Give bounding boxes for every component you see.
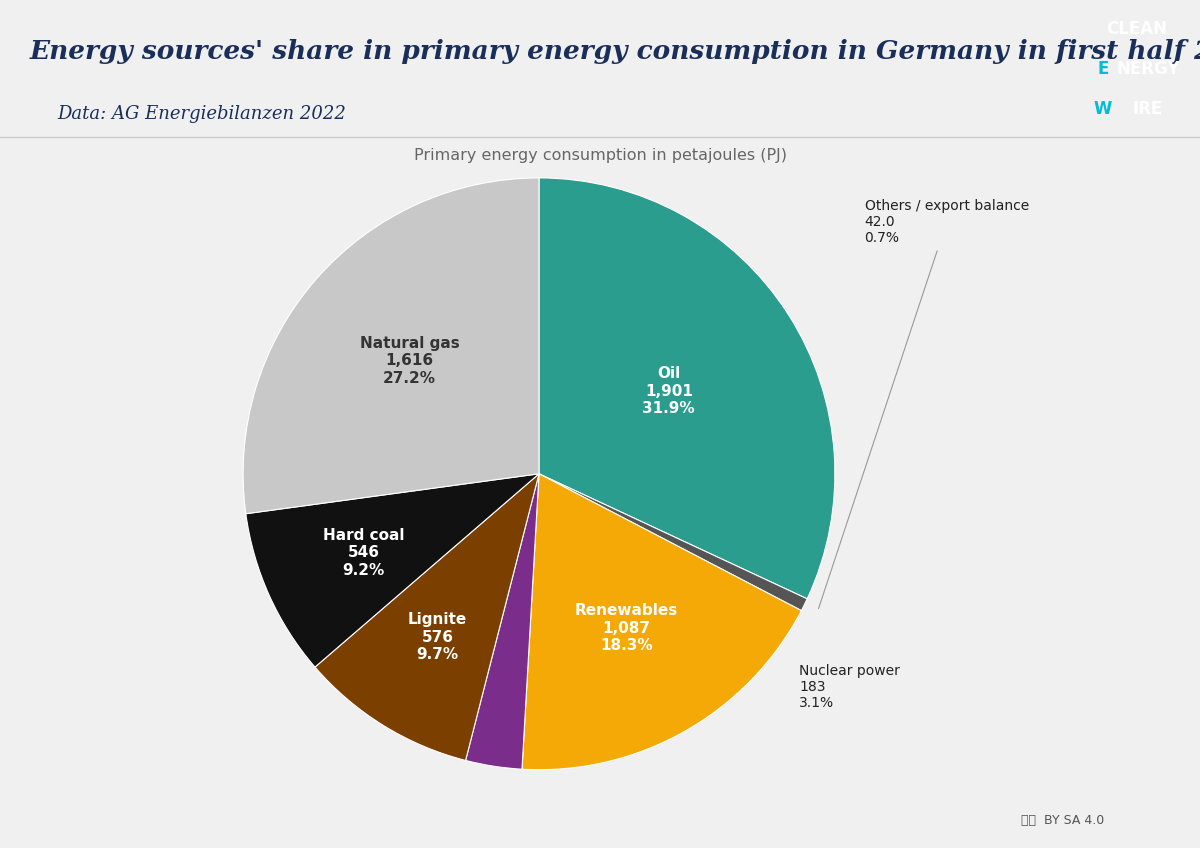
Wedge shape xyxy=(466,474,539,769)
Text: Others / export balance
42.0
0.7%: Others / export balance 42.0 0.7% xyxy=(818,199,1028,609)
Text: IRE: IRE xyxy=(1133,99,1163,118)
Text: Energy sources' share in primary energy consumption in Germany in first half 202: Energy sources' share in primary energy … xyxy=(30,39,1200,64)
Text: Nuclear power
183
3.1%: Nuclear power 183 3.1% xyxy=(799,664,900,710)
Text: Primary energy consumption in petajoules (PJ): Primary energy consumption in petajoules… xyxy=(414,148,786,164)
Text: Lignite
576
9.7%: Lignite 576 9.7% xyxy=(408,612,467,662)
Wedge shape xyxy=(539,178,835,599)
Wedge shape xyxy=(246,474,539,667)
Text: CLEAN: CLEAN xyxy=(1106,20,1168,38)
Wedge shape xyxy=(522,474,802,770)
Text: Hard coal
546
9.2%: Hard coal 546 9.2% xyxy=(323,528,404,577)
Text: W: W xyxy=(1093,99,1112,118)
Wedge shape xyxy=(314,474,539,761)
Text: Data: AG Energiebilanzen 2022: Data: AG Energiebilanzen 2022 xyxy=(58,105,347,123)
Text: E: E xyxy=(1097,59,1109,78)
Text: Oil
1,901
31.9%: Oil 1,901 31.9% xyxy=(642,366,695,416)
Text: Renewables
1,087
18.3%: Renewables 1,087 18.3% xyxy=(575,603,678,653)
Wedge shape xyxy=(244,178,539,514)
Wedge shape xyxy=(539,474,808,611)
Text: NERGY: NERGY xyxy=(1116,59,1180,78)
Text: ⒸⒸ  BY SA 4.0: ⒸⒸ BY SA 4.0 xyxy=(1021,814,1104,827)
Text: Natural gas
1,616
27.2%: Natural gas 1,616 27.2% xyxy=(360,336,460,386)
